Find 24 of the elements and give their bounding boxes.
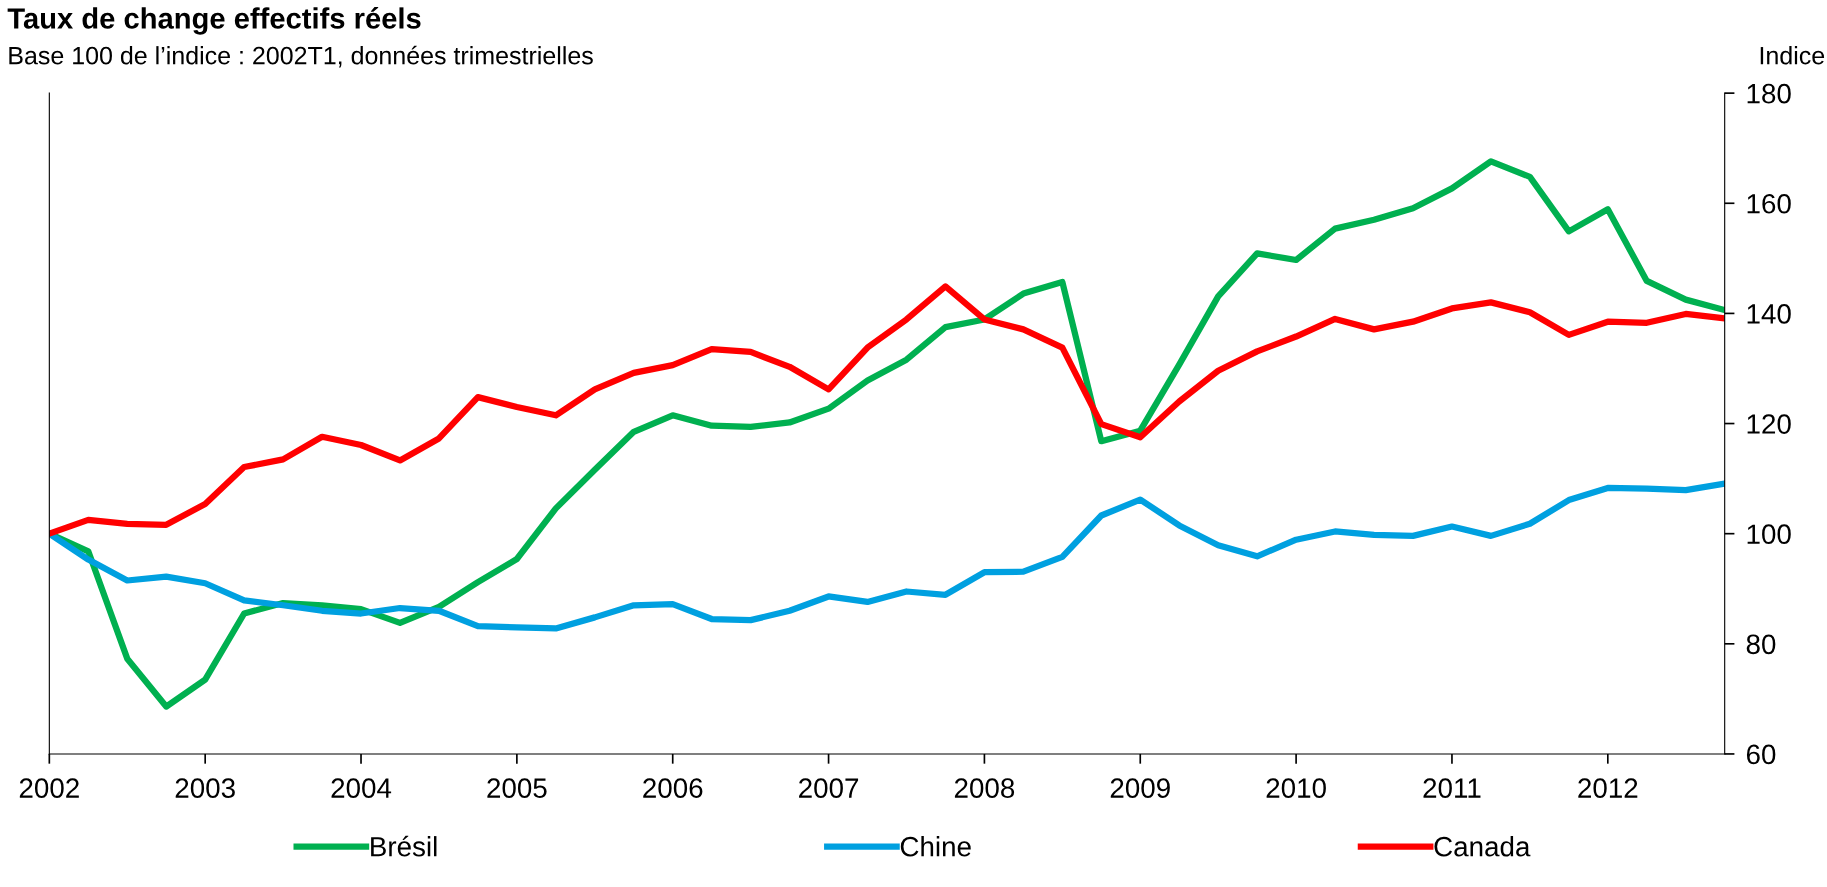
y-tick-label: 120 (1747, 414, 1791, 434)
x-tick-label: 2006 (643, 778, 703, 798)
x-tick-label: 2004 (331, 778, 392, 798)
chart-title: Taux de change effectifs réels (7, 7, 421, 35)
x-tick-label: 2007 (799, 778, 859, 798)
y-tick-label: 180 (1747, 83, 1791, 104)
legend-label: Canada (1434, 836, 1531, 857)
y-tick-label: 160 (1747, 193, 1791, 214)
x-tick-label: 2008 (954, 778, 1015, 798)
x-tick-label: 2012 (1578, 778, 1638, 798)
y-tick-label: 60 (1746, 744, 1776, 765)
x-tick-label: 2002 (19, 778, 79, 798)
y-tick-label: 80 (1746, 634, 1776, 655)
chart-subtitle: Base 100 de l’indice : 2002T1, données trimestrielles (9, 45, 593, 68)
x-tick-label: 2003 (175, 778, 235, 798)
x-tick-label: 2009 (1110, 778, 1170, 798)
x-tick-label: 2011 (1423, 778, 1481, 798)
legend-label: Chine (900, 836, 971, 857)
y-axis-title: Indice (1760, 46, 1825, 65)
y-tick-label: 100 (1747, 524, 1791, 545)
x-tick-label: 2005 (487, 778, 547, 798)
x-tick-label: 2010 (1266, 778, 1326, 798)
y-tick-label: 140 (1747, 304, 1791, 324)
legend-label: Brésil (371, 835, 437, 857)
